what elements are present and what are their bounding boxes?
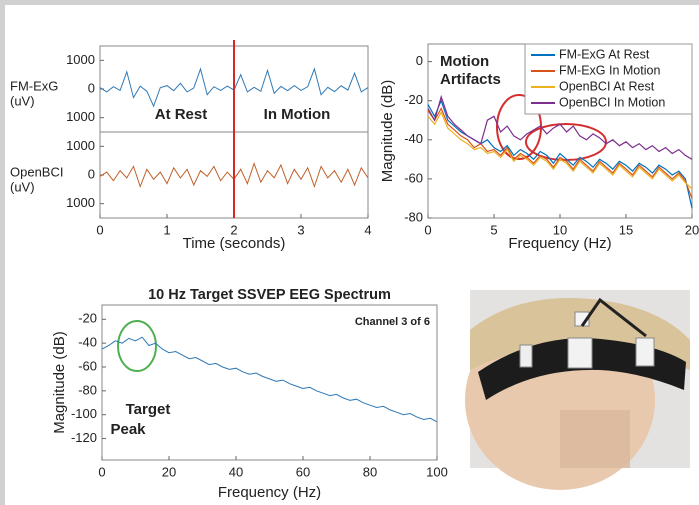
y-axis-label: Magnitude (dB) [51,331,68,434]
y-tick-label: -60 [404,170,423,185]
y-tick-label: -40 [78,335,97,350]
y-tick-label: -80 [404,209,423,224]
x-tick-label: 2 [230,222,237,237]
x-tick-label: 0 [424,222,431,237]
x-axis-label: Frequency (Hz) [218,484,321,501]
frame-top [0,0,699,5]
y-tick-label: -20 [78,311,97,326]
y-tick-label: -120 [71,430,97,445]
x-tick-label: 60 [296,464,310,479]
data-line [101,336,438,423]
x-tick-label: 0 [96,222,103,237]
x-tick-label: 15 [619,222,633,237]
legend-label: FM-ExG In Motion [559,63,660,77]
x-axis-label: Frequency (Hz) [508,235,611,252]
y-tick-label: -60 [78,358,97,373]
x-axis-label: Time (seconds) [183,235,286,252]
legend-label: OpenBCI In Motion [559,95,665,109]
x-tick-label: 4 [364,222,371,237]
annotation: Channel 3 of 6 [355,316,430,328]
y-tick-label: -20 [404,92,423,107]
y-axis-label: (uV) [10,179,35,194]
y-tick-label: 0 [416,53,423,68]
y-axis-label: (uV) [10,93,35,108]
x-tick-label: 0 [98,464,105,479]
frame-left [0,0,5,505]
x-tick-label: 80 [363,464,377,479]
chart-title: 10 Hz Target SSVEP EEG Spectrum [148,287,391,303]
annotation: Peak [110,421,146,438]
x-tick-label: 1 [163,222,170,237]
highlight-ellipse [525,123,607,161]
y-tick-label: 1000 [66,109,95,124]
legend-label: OpenBCI At Rest [559,79,655,93]
y-tick-label: 1000 [66,52,95,67]
x-tick-label: 100 [426,464,448,479]
x-tick-label: 20 [685,222,699,237]
y-axis-label: OpenBCI [10,164,63,179]
plot-area [101,304,438,461]
x-tick-label: 40 [229,464,243,479]
headset-photo [465,290,690,490]
annotation: At Rest [155,106,208,123]
annotation: Target [126,401,171,418]
x-tick-label: 20 [162,464,176,479]
y-tick-label: 0 [88,166,95,181]
y-axis-label: FM-ExG [10,78,58,93]
data-line [427,111,693,190]
annotation: Motion [440,53,489,70]
annotation: In Motion [264,106,331,123]
y-tick-label: 0 [88,80,95,95]
x-tick-label: 3 [297,222,304,237]
y-tick-label: 1000 [66,195,95,210]
x-tick-label: 10 [553,222,567,237]
y-axis-label: Magnitude (dB) [379,80,396,183]
x-tick-label: 5 [490,222,497,237]
legend-label: FM-ExG At Rest [559,47,650,61]
highlight-ellipse [117,320,157,372]
annotation: Artifacts [440,71,501,88]
data-line [427,94,693,160]
y-tick-label: 1000 [66,138,95,153]
y-tick-label: -100 [71,406,97,421]
y-tick-label: -80 [78,382,97,397]
data-line [427,107,693,199]
y-tick-label: -40 [404,131,423,146]
